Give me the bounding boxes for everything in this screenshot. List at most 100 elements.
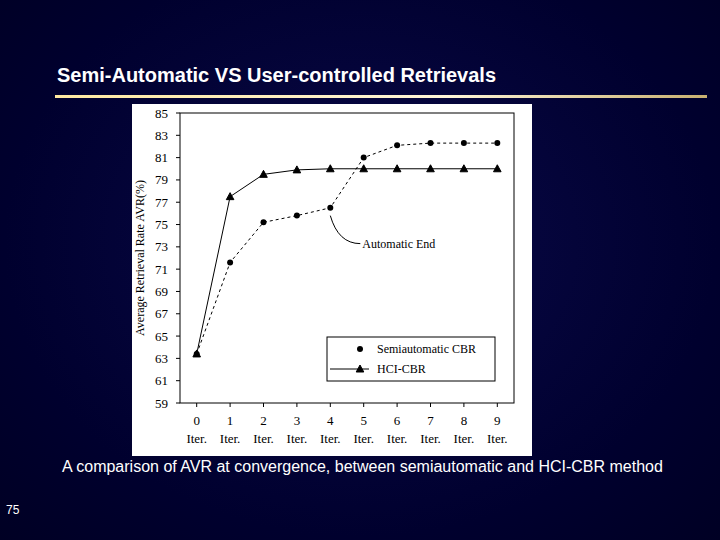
- x-tick-label: 1 Iter.: [220, 413, 241, 446]
- marker-circle: [361, 155, 367, 161]
- x-tick-label-line: Iter.: [186, 431, 207, 446]
- y-tick: [176, 403, 180, 404]
- marker-triangle: [460, 165, 468, 172]
- y-tick: [176, 380, 180, 381]
- marker-circle: [327, 205, 333, 211]
- x-tick-label-line: Iter.: [353, 431, 374, 446]
- x-tick: [397, 403, 398, 407]
- marker-triangle: [293, 166, 301, 173]
- x-tick: [463, 403, 464, 407]
- title-rule: [55, 95, 707, 98]
- x-tick: [196, 403, 197, 407]
- x-tick-label-line: 7: [427, 413, 434, 428]
- x-tick-label-line: 6: [394, 413, 401, 428]
- x-tick-label-line: Iter.: [454, 431, 475, 446]
- y-tick-label: 79: [155, 172, 168, 187]
- x-tick-label: 5 Iter.: [353, 413, 374, 446]
- series-line: [197, 169, 498, 354]
- marker-triangle: [193, 350, 201, 357]
- legend-line: [330, 369, 369, 370]
- x-tick-label-line: Iter.: [387, 431, 408, 446]
- x-tick-label: 6 Iter.: [387, 413, 408, 446]
- y-tick-label: 67: [155, 306, 169, 321]
- legend-label: HCI-CBR: [377, 362, 426, 376]
- marker-triangle: [327, 165, 335, 172]
- x-tick-label: 0 Iter.: [186, 413, 207, 446]
- marker-circle: [194, 351, 200, 357]
- y-tick-label: 77: [155, 195, 169, 210]
- x-tick-label-line: 0: [193, 413, 200, 428]
- x-tick: [363, 403, 364, 407]
- y-tick: [176, 224, 180, 225]
- legend-marker: [356, 365, 364, 372]
- legend: Semiautomatic CBR HCI-CBR: [327, 337, 495, 381]
- chart-panel: [132, 104, 532, 456]
- y-tick: [176, 313, 180, 314]
- x-tick-label-line: 2: [260, 413, 267, 428]
- x-tick-label-line: 3: [294, 413, 301, 428]
- slide-title: Semi-Automatic VS User-controlled Retrie…: [57, 64, 496, 86]
- marker-triangle: [427, 165, 435, 172]
- y-tick: [176, 113, 180, 114]
- x-tick-label: 9 Iter.: [487, 413, 508, 446]
- y-tick-label: 73: [155, 239, 168, 254]
- y-tick: [176, 135, 180, 136]
- marker-triangle: [494, 165, 502, 172]
- plot-frame: [180, 113, 514, 403]
- y-tick-label: 75: [155, 217, 168, 232]
- series-line: [197, 143, 498, 354]
- x-tick-label-line: Iter.: [253, 431, 274, 446]
- x-tick: [296, 403, 297, 407]
- y-tick: [176, 157, 180, 158]
- data-group: [193, 140, 501, 357]
- marker-circle: [261, 219, 267, 225]
- x-tick-label: 2 Iter.: [253, 413, 274, 446]
- x-tick-label-line: Iter.: [220, 431, 241, 446]
- legend-line: [330, 349, 369, 350]
- x-tick-label-line: 5: [360, 413, 367, 428]
- annotation-text: Automatic End: [362, 237, 435, 251]
- legend-marker: [357, 346, 363, 352]
- y-tick: [176, 358, 180, 359]
- x-tick: [430, 403, 431, 407]
- marker-circle: [227, 259, 233, 265]
- legend-box: [327, 337, 495, 381]
- y-tick: [176, 202, 180, 203]
- marker-triangle: [393, 165, 401, 172]
- marker-triangle: [226, 193, 234, 200]
- y-tick: [176, 269, 180, 270]
- x-tick: [230, 403, 231, 407]
- y-tick-label: 61: [155, 373, 168, 388]
- x-tick-label-line: Iter.: [420, 431, 441, 446]
- marker-circle: [494, 140, 500, 146]
- x-tick-label: 8Iter.: [454, 413, 475, 446]
- y-tick-label: 63: [155, 351, 168, 366]
- page-number: 75: [6, 503, 19, 517]
- marker-circle: [394, 142, 400, 148]
- x-tick-label-line: Iter.: [287, 431, 308, 446]
- y-tick-label: 59: [155, 396, 168, 411]
- y-tick: [176, 336, 180, 337]
- x-tick: [497, 403, 498, 407]
- x-tick: [263, 403, 264, 407]
- slide: Semi-Automatic VS User-controlled Retrie…: [0, 0, 720, 540]
- marker-circle: [461, 140, 467, 146]
- x-tick-label: 7 Iter.: [420, 413, 441, 446]
- x-tick-label: 3 Iter.: [287, 413, 308, 446]
- x-tick-label-line: 1: [227, 413, 234, 428]
- x-tick-label-line: 4: [327, 413, 334, 428]
- x-tick-label-line: 9: [494, 413, 501, 428]
- y-tick-label: 65: [155, 329, 168, 344]
- marker-triangle: [360, 165, 368, 172]
- x-tick-label-line: Iter.: [320, 431, 341, 446]
- marker-circle: [428, 140, 434, 146]
- y-tick-label: 81: [155, 150, 168, 165]
- x-tick-label-line: Iter.: [487, 431, 508, 446]
- marker-triangle: [260, 170, 268, 177]
- y-tick: [176, 291, 180, 292]
- y-axis-label: Average Retrieval Rate AVR(%): [133, 180, 147, 336]
- marker-circle: [294, 213, 300, 219]
- y-tick-label: 69: [155, 284, 168, 299]
- x-tick: [330, 403, 331, 407]
- legend-label: Semiautomatic CBR: [377, 342, 476, 356]
